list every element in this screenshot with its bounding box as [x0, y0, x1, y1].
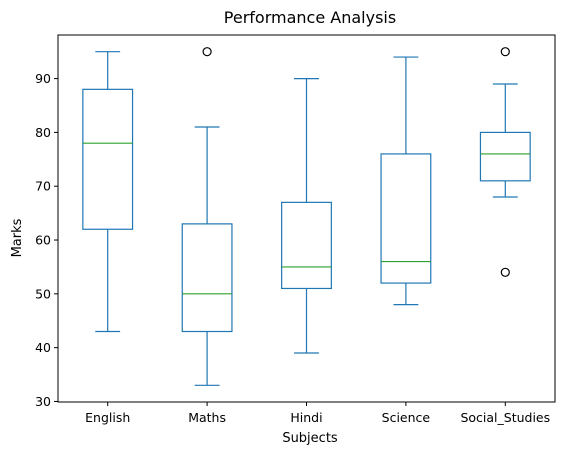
plot-area: 30 40 50 60 70 80 90 English Maths Hindi Science So…: [35, 47, 550, 425]
x-axis-label: Subjects: [282, 431, 338, 446]
axes-frame: [57, 34, 556, 403]
y-tick-label: 30: [35, 394, 51, 409]
box-iqr: [281, 201, 332, 290]
box-iqr: [479, 131, 531, 182]
outlier-point: [500, 47, 510, 57]
y-tick-label: 40: [35, 340, 51, 355]
x-tick-label: Hindi: [290, 410, 322, 425]
x-tick-label: Social_Studies: [460, 410, 550, 425]
x-tick-label: Science: [382, 410, 431, 425]
outlier-point: [500, 267, 510, 277]
y-axis-label: Marks: [10, 218, 25, 257]
box-iqr: [181, 223, 233, 333]
outlier-point: [202, 47, 212, 57]
y-tick-label: 80: [35, 125, 51, 140]
y-tick-label: 90: [35, 71, 51, 86]
box-iqr: [82, 88, 134, 230]
y-tick-label: 60: [35, 233, 51, 248]
y-tick-label: 50: [35, 286, 51, 301]
x-tick-label: English: [85, 410, 130, 425]
chart-title: Performance Analysis: [224, 8, 396, 27]
y-tick-label: 70: [35, 179, 51, 194]
box-iqr: [380, 153, 432, 284]
x-tick-label: Maths: [188, 410, 226, 425]
